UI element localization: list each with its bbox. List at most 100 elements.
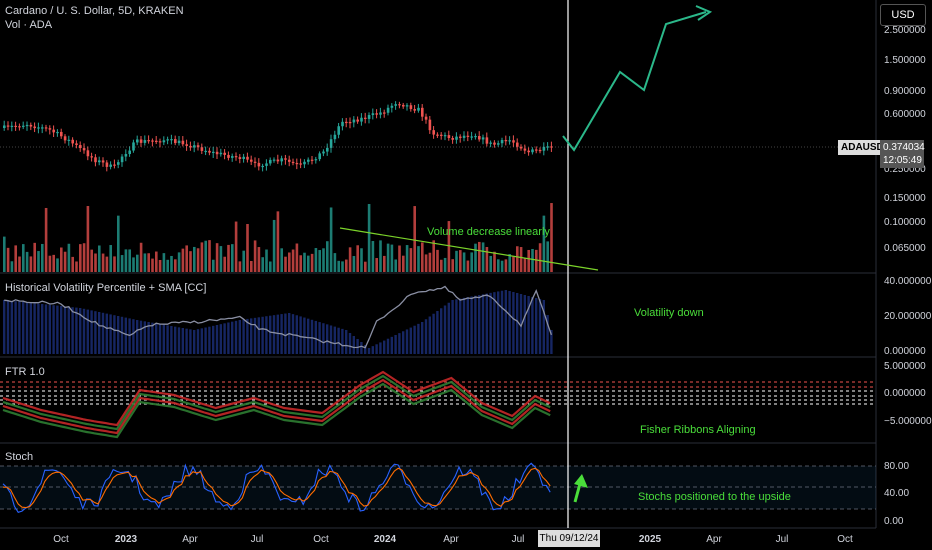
- hvp-bar: [60, 306, 63, 354]
- hvp-bar: [174, 326, 177, 354]
- hvp-bar: [234, 320, 238, 354]
- hvp-bar: [318, 322, 321, 354]
- time-axis-label: 2024: [374, 534, 397, 545]
- volume-bar: [215, 243, 219, 272]
- hvp-bar: [86, 309, 89, 354]
- volume-bar: [234, 221, 238, 272]
- candle-body: [459, 136, 462, 138]
- annotation-volatility[interactable]: Volatility down: [634, 307, 704, 319]
- candle-body: [542, 146, 546, 151]
- hvp-bar: [462, 297, 466, 354]
- candle-body: [75, 143, 78, 146]
- candle-body: [466, 135, 470, 137]
- hvp-bar: [493, 292, 496, 354]
- candle-body: [52, 129, 55, 133]
- volume-bar: [390, 244, 394, 272]
- volume-bar: [90, 249, 93, 272]
- candle-body: [497, 143, 500, 145]
- candle-body: [212, 151, 215, 154]
- candle-body: [257, 162, 261, 167]
- candle-body: [329, 139, 333, 148]
- candle-body: [227, 154, 230, 158]
- volume-bar: [56, 258, 59, 272]
- stoch-k-line: [2, 462, 551, 513]
- volume-bar: [265, 249, 268, 272]
- hvp-bar: [538, 299, 542, 354]
- hvp-bar: [128, 318, 131, 354]
- hvp-bar: [219, 324, 222, 354]
- volume-bar: [208, 240, 211, 272]
- volume-bar: [143, 253, 147, 272]
- volume-bar: [238, 261, 242, 272]
- hvp-bar: [535, 298, 538, 354]
- hvp-bar: [143, 321, 146, 354]
- candle-body: [200, 147, 204, 151]
- hvp-bar: [79, 308, 82, 354]
- volume-bar: [109, 245, 112, 272]
- candle-body: [367, 115, 371, 119]
- hvp-axis-label: 0.000000: [884, 346, 926, 357]
- candle-body: [128, 150, 131, 155]
- hvp-bar: [432, 313, 435, 354]
- hvp-bar: [322, 323, 325, 354]
- hvp-bar: [310, 319, 314, 354]
- candle-body: [117, 162, 120, 165]
- hvp-bar: [508, 291, 511, 354]
- candle-body: [318, 153, 321, 160]
- annotation-stoch[interactable]: Stochs positioned to the upside: [638, 491, 791, 503]
- hvp-bar: [390, 336, 393, 354]
- hvp-bar: [136, 320, 139, 354]
- annotation-volume[interactable]: Volume decrease linearly: [427, 226, 550, 238]
- stoch-title[interactable]: Stoch: [5, 451, 34, 463]
- volume-bar: [345, 259, 348, 272]
- hvp-bar: [421, 322, 424, 354]
- volume-bar: [394, 259, 397, 272]
- currency-button[interactable]: USD: [880, 4, 926, 26]
- hvp-bar: [356, 339, 359, 354]
- ftr-title[interactable]: FTR 1.0: [5, 366, 45, 378]
- volume-bar: [367, 204, 371, 272]
- candle-body: [485, 137, 489, 144]
- drawings-layer: [339, 0, 713, 528]
- volume-bar: [3, 236, 6, 272]
- candle-body: [204, 150, 207, 153]
- hvp-bar: [481, 294, 485, 354]
- candle-body: [174, 139, 177, 144]
- candle-body: [151, 140, 154, 142]
- candle-body: [421, 107, 424, 117]
- volume-bar: [307, 255, 310, 272]
- candle-body: [253, 161, 257, 163]
- stoch-d-line: [3, 467, 551, 509]
- volume-bar: [462, 252, 466, 272]
- hvp-bar: [531, 297, 534, 354]
- candle-body: [280, 158, 283, 162]
- annotation-fisher[interactable]: Fisher Ribbons Aligning: [640, 424, 756, 436]
- hvp-bar: [208, 326, 211, 354]
- hvp-bar: [265, 316, 268, 354]
- candle-body: [379, 112, 382, 115]
- candle-body: [250, 159, 253, 162]
- symbol-title[interactable]: Cardano / U. S. Dollar, 5D, KRAKEN: [5, 5, 184, 17]
- hvp-bar: [352, 336, 355, 354]
- stoch-axis-label: 40.00: [884, 488, 909, 499]
- hvp-bar: [307, 318, 310, 354]
- volume-legend[interactable]: Vol · ADA: [5, 19, 53, 31]
- candle-body: [10, 125, 14, 128]
- hvp-bar: [41, 304, 44, 354]
- volume-bar: [98, 245, 101, 272]
- hvp-title[interactable]: Historical Volatility Percentile + SMA […: [5, 282, 207, 294]
- hvp-bar: [550, 330, 553, 354]
- hvp-bar: [193, 330, 196, 354]
- price-axis-label: 2.500000: [884, 25, 926, 36]
- volume-bar: [333, 253, 337, 272]
- volume-bar: [79, 244, 82, 272]
- volume-bar: [409, 248, 413, 272]
- hvp-bar: [223, 323, 226, 354]
- hvp-bar: [348, 333, 352, 354]
- price-axis-label: 0.250000: [884, 164, 926, 175]
- hvp-bar: [375, 344, 378, 354]
- candle-body: [143, 140, 147, 143]
- volume-bar: [193, 246, 196, 272]
- volume-bar: [432, 240, 435, 272]
